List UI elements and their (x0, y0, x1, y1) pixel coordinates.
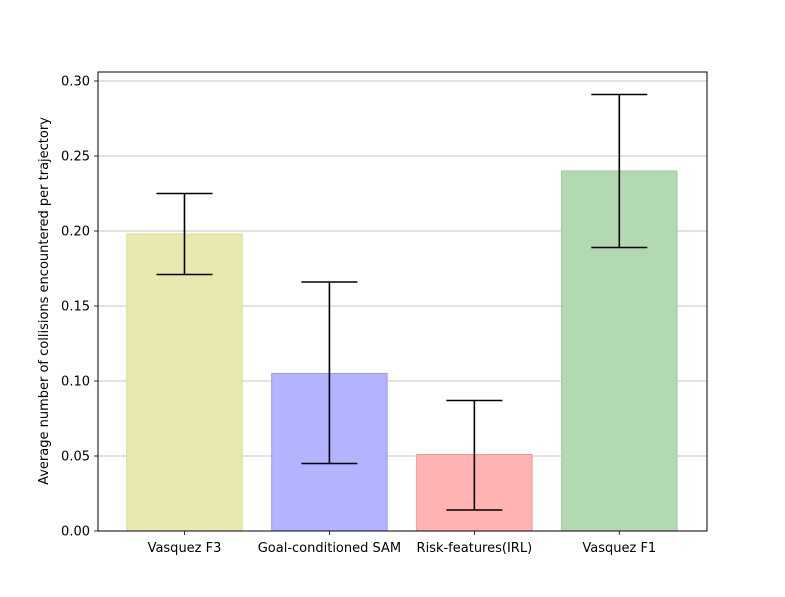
error-bars (156, 93, 648, 511)
y-tick-label: 0.15 (61, 300, 90, 315)
x-tick-label: Vasquez F1 (582, 541, 656, 556)
y-axis-label: Average number of collisions encountered… (37, 117, 52, 485)
y-tick-label: 0.30 (61, 75, 90, 90)
axes-frame (97, 71, 708, 532)
y-tick-label: 0.20 (61, 225, 90, 240)
y-tick-label: 0.25 (61, 150, 90, 165)
y-tick-label: 0.10 (61, 375, 90, 390)
x-tick-label: Goal-conditioned SAM (258, 541, 401, 556)
y-axis-ticks: 0.00 0.05 0.10 0.15 0.20 0.25 0.30 (61, 75, 98, 540)
bar (126, 233, 243, 532)
bars (126, 170, 678, 532)
x-tick-label: Risk-features(IRL) (417, 541, 533, 556)
y-tick-label: 0.05 (61, 450, 90, 465)
y-tick-label: 0.00 (61, 525, 90, 540)
x-axis-ticks: Vasquez F3 Goal-conditioned SAM Risk-featu… (148, 531, 656, 556)
x-tick-label: Vasquez F3 (148, 541, 222, 556)
